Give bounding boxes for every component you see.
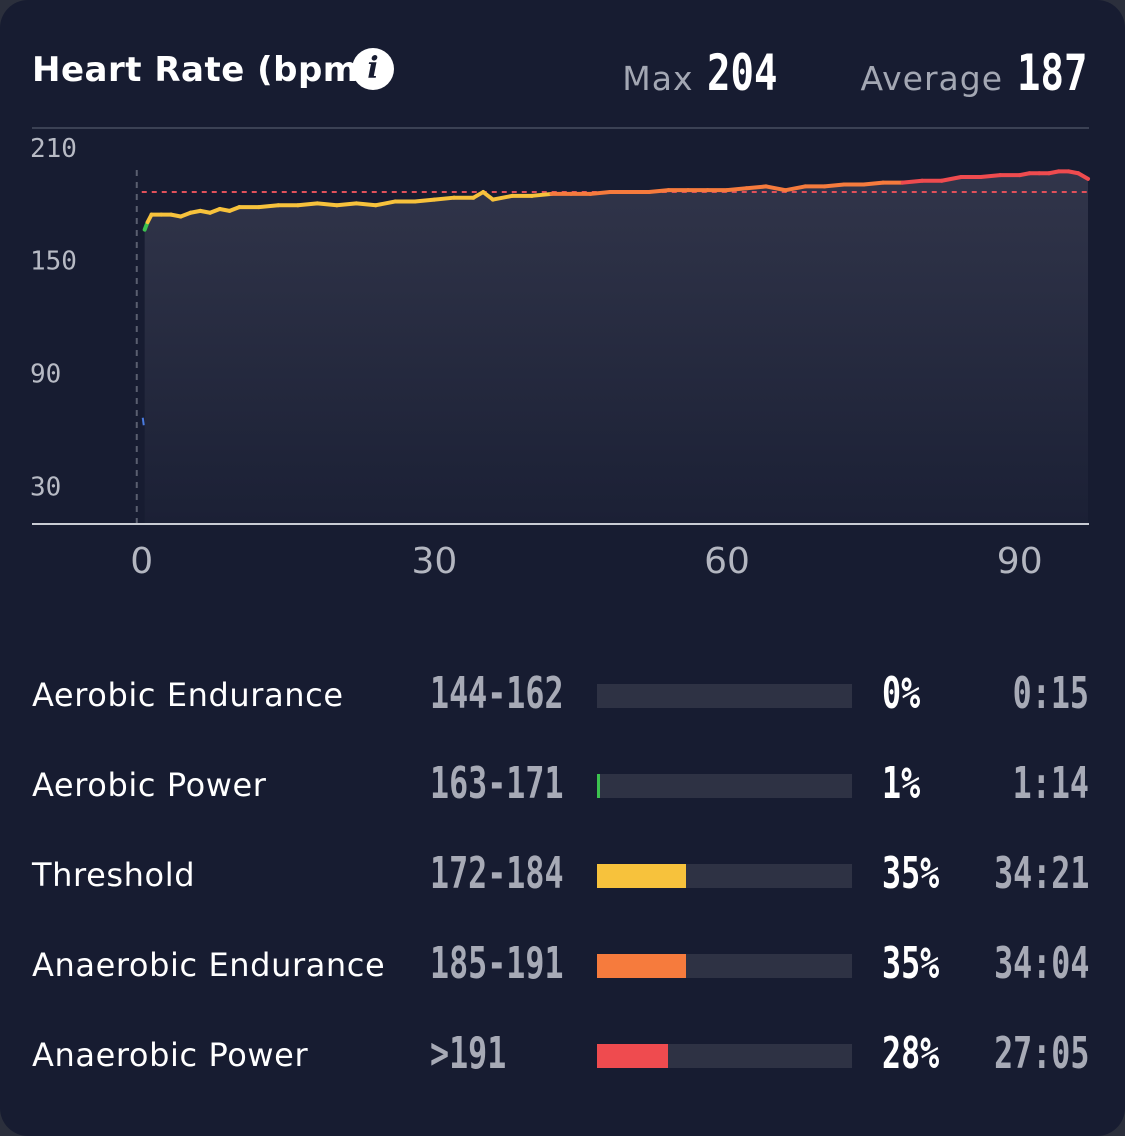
start-point — [141, 417, 145, 426]
heart-rate-line-segment — [315, 201, 339, 208]
zone-name: Aerobic Power — [32, 766, 267, 804]
zone-bar-track — [597, 1044, 852, 1068]
zone-range: >191 — [430, 1028, 507, 1079]
heart-rate-line-segment — [900, 178, 925, 185]
y-tick-label: 210 — [30, 134, 77, 164]
zone-time: 27:05 — [993, 1028, 1089, 1079]
zone-percent: 35% — [882, 938, 940, 989]
heart-rate-line-segment — [783, 184, 808, 193]
x-tick-label: 90 — [997, 541, 1043, 582]
heart-rate-line-segment — [334, 201, 359, 208]
y-axis-ticks: 30 90 150 210 — [30, 134, 77, 502]
y-tick-label: 90 — [30, 360, 61, 390]
heart-rate-line-segment — [256, 203, 281, 210]
max-value: 204 — [707, 44, 778, 102]
heart-rate-chart: 30 90 150 210 0 30 60 90 — [30, 134, 1090, 582]
heart-rate-line-segment — [978, 173, 1003, 180]
zone-range: 185-191 — [430, 938, 564, 989]
zone-bar-fill — [597, 1044, 669, 1068]
chart-area-fill — [144, 171, 1088, 524]
zone-name: Threshold — [32, 856, 196, 894]
x-tick-label: 0 — [130, 541, 153, 582]
heart-rate-line-segment — [490, 193, 515, 202]
zone-time: 34:04 — [993, 938, 1089, 989]
chart-lines — [32, 169, 1090, 525]
heart-rate-line-segment — [373, 199, 398, 208]
heart-rate-area — [144, 171, 1088, 524]
zone-bar-track — [597, 684, 852, 708]
zone-bar-track — [597, 864, 852, 888]
heart-rate-line-segment — [725, 186, 749, 193]
info-icon[interactable]: i — [352, 48, 394, 90]
heart-rate-line-segment — [822, 182, 847, 189]
zone-range: 163-171 — [430, 758, 564, 809]
y-tick-label: 150 — [30, 247, 77, 277]
zone-row: Aerobic Endurance 144-162 0% 0:15 — [32, 660, 1089, 750]
zone-time: 34:21 — [993, 848, 1089, 899]
heart-rate-line-segment — [647, 188, 671, 195]
zone-range: 144-162 — [430, 668, 564, 719]
zone-name: Anaerobic Endurance — [32, 946, 386, 984]
zone-row: Anaerobic Power >191 28% 27:05 — [32, 1020, 1089, 1110]
heart-rate-line-segment — [481, 190, 495, 202]
heart-rate-line-segment — [432, 195, 456, 202]
zone-time: 1:14 — [1012, 758, 1089, 809]
summary-stats: Max 204 Average 187 — [622, 44, 1088, 102]
zone-percent: 0% — [882, 668, 921, 719]
average-label: Average — [860, 59, 1003, 98]
zone-list: Aerobic Endurance 144-162 0% 0:15 Aerobic Po… — [32, 660, 1089, 1110]
heart-rate-line-segment — [412, 197, 437, 204]
zone-row: Threshold 172-184 35% 34:21 — [32, 840, 1089, 930]
zone-row: Aerobic Power 163-171 1% 1:14 — [32, 750, 1089, 840]
heart-rate-line-segment — [861, 180, 886, 187]
max-label: Max — [622, 59, 694, 98]
zone-percent: 1% — [882, 758, 921, 809]
zone-bar-fill — [597, 864, 687, 888]
chart-title: Heart Rate (bpm) — [32, 50, 375, 90]
zone-percent: 35% — [882, 848, 940, 899]
zone-name: Aerobic Endurance — [32, 676, 344, 714]
zone-row: Anaerobic Endurance 185-191 35% 34:04 — [32, 930, 1089, 1020]
zone-name: Anaerobic Power — [32, 1036, 309, 1074]
heart-rate-line-segment — [295, 201, 320, 208]
header-divider — [32, 127, 1089, 129]
zone-bar-fill — [597, 774, 600, 798]
heart-rate-line-segment — [1076, 171, 1090, 181]
zone-bar-track — [597, 774, 852, 798]
x-axis-ticks: 0 30 60 90 — [130, 541, 1042, 582]
average-value: 187 — [1017, 44, 1088, 102]
zone-bar-track — [597, 954, 852, 978]
zone-time: 0:15 — [1012, 668, 1089, 719]
zone-percent: 28% — [882, 1028, 940, 1079]
heart-rate-line-segment — [939, 175, 964, 183]
zone-bar-fill — [597, 954, 687, 978]
zone-range: 172-184 — [430, 848, 564, 899]
heart-rate-line-segment — [744, 184, 769, 191]
heart-rate-line-segment — [529, 191, 554, 198]
y-tick-label: 30 — [30, 472, 61, 502]
x-tick-label: 60 — [704, 541, 750, 582]
heart-rate-line-segment — [588, 190, 612, 196]
heart-rate-line-segment — [764, 184, 788, 193]
card-header: Heart Rate (bpm) i Max 204 Average 187 — [32, 44, 1088, 102]
x-tick-label: 30 — [412, 541, 458, 582]
heart-rate-line-segment — [354, 201, 378, 208]
